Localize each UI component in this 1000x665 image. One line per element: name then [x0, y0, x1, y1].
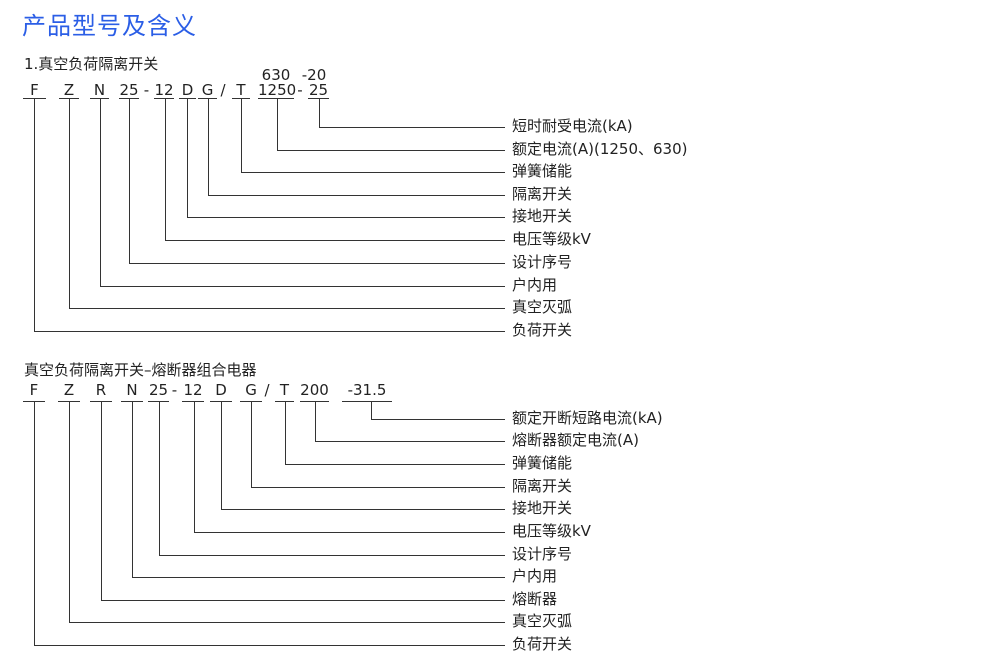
code-segment: T [279, 381, 290, 399]
code-segment: F [30, 81, 39, 99]
code-segment: 25 [119, 81, 139, 99]
meaning-label: 真空灭弧 [512, 612, 573, 630]
section-2-heading: 真空负荷隔离开关–熔断器组合电器 [24, 361, 257, 379]
page-title: 产品型号及含义 [22, 12, 197, 40]
code-segment: Z [63, 81, 75, 99]
meaning-label: 额定开断短路电流(kA) [512, 409, 663, 427]
code-segment: D [181, 81, 194, 99]
section-1-heading: 1.真空负荷隔离开关 [24, 55, 159, 73]
meaning-label: 负荷开关 [512, 321, 573, 339]
meaning-label: 短时耐受电流(kA) [512, 117, 633, 135]
meaning-label: 弹簧储能 [512, 454, 573, 472]
meaning-label: 负荷开关 [512, 635, 573, 653]
meaning-label: 电压等级kV [512, 522, 591, 540]
meaning-label: 接地开关 [512, 207, 573, 225]
code-segment: 12 [154, 81, 174, 99]
code-segment: R [95, 381, 107, 399]
code-segment: 25 [148, 381, 169, 399]
code-segment: N [93, 81, 106, 99]
meaning-label: 隔离开关 [512, 477, 573, 495]
code-segment: 25 [308, 81, 329, 99]
code-segment: 200 [300, 381, 329, 399]
meaning-label: 额定电流(A)(1250、630) [512, 140, 688, 158]
code-segment: - [171, 381, 178, 399]
meaning-label: 接地开关 [512, 499, 573, 517]
code-segment: 12 [183, 381, 203, 399]
code-segment: G [201, 81, 214, 99]
code-segment: N [126, 381, 138, 399]
meaning-label: 设计序号 [512, 253, 573, 271]
meaning-label: 户内用 [512, 276, 558, 294]
meaning-label: 户内用 [512, 567, 558, 585]
meaning-label: 熔断器 [512, 590, 558, 608]
code-segment-upper: 630 [261, 66, 291, 84]
code-segment: G [245, 381, 257, 399]
code-segment: / [220, 81, 226, 99]
code-segment: D [215, 381, 227, 399]
meaning-label: 隔离开关 [512, 185, 573, 203]
code-segment: / [264, 381, 270, 399]
meaning-label: 设计序号 [512, 545, 573, 563]
code-segment: - [297, 81, 303, 99]
code-segment: T [236, 81, 246, 99]
meaning-label: 真空灭弧 [512, 298, 573, 316]
meaning-label: 弹簧储能 [512, 162, 573, 180]
code-segment: 1250 [258, 81, 297, 99]
code-segment: F [29, 381, 39, 399]
meaning-label: 熔断器额定电流(A) [512, 431, 639, 449]
code-segment: - [143, 81, 150, 99]
code-segment: -31.5 [347, 381, 387, 399]
code-segment: Z [63, 381, 75, 399]
code-segment-upper: -20 [301, 66, 327, 84]
meaning-label: 电压等级kV [512, 230, 591, 248]
